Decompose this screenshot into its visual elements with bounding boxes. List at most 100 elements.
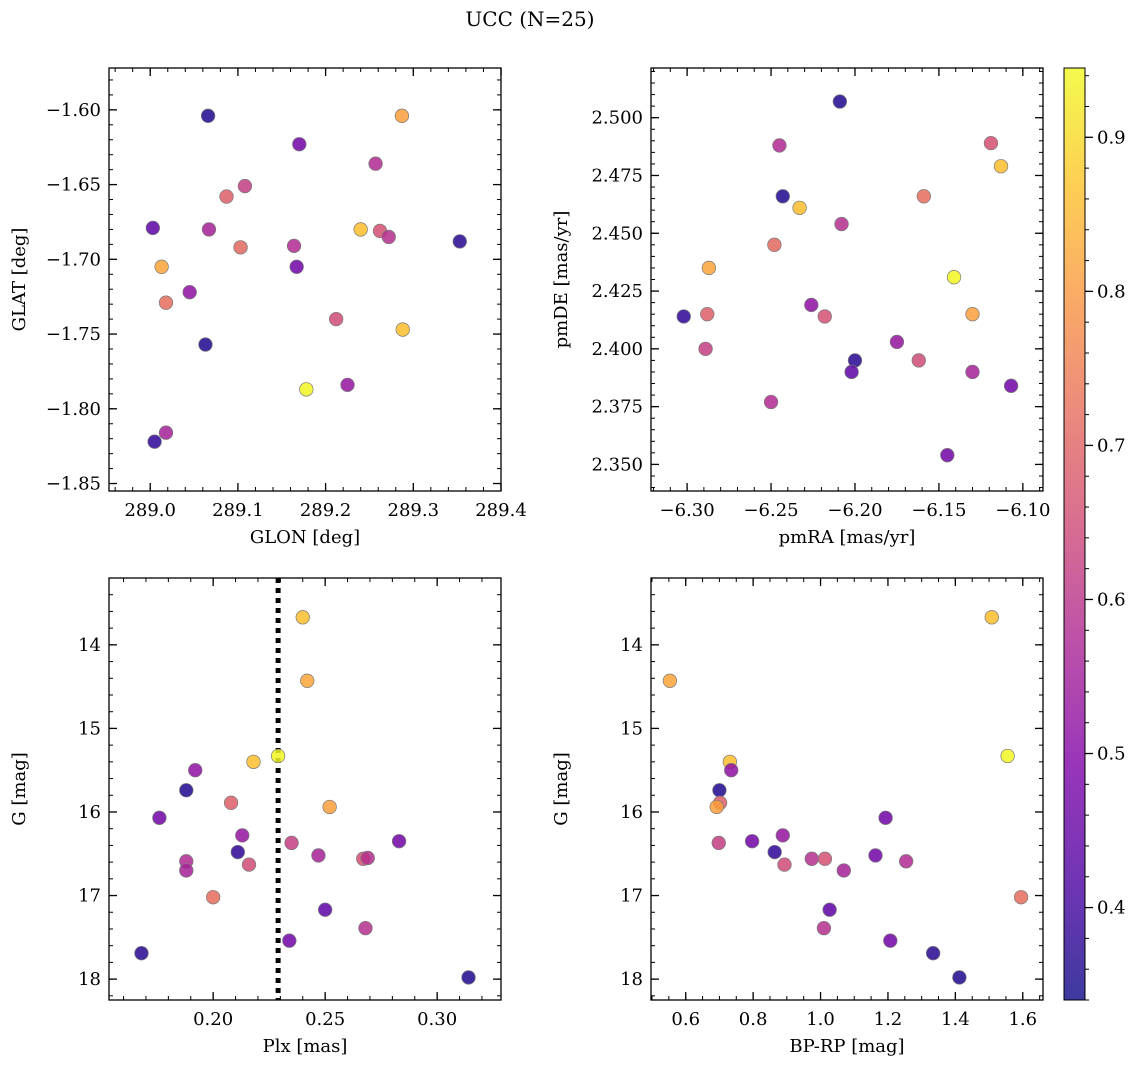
data-point — [775, 828, 790, 843]
data-point — [817, 851, 833, 866]
data-point — [182, 285, 197, 300]
data-point — [461, 970, 476, 985]
figure-title: UCC (N=25) — [465, 7, 594, 31]
y-axis-label: GLAT [deg] — [9, 228, 30, 332]
y-tick-label: 14 — [78, 635, 101, 656]
data-point — [777, 857, 792, 872]
colorbar-tick-label: 0.5 — [1097, 744, 1126, 765]
data-point — [878, 810, 893, 825]
data-point — [152, 810, 167, 825]
data-point — [223, 795, 239, 810]
data-point — [711, 835, 726, 851]
colorbar-tick-label: 0.8 — [1097, 281, 1126, 302]
x-tick-label: −6.30 — [660, 500, 715, 521]
data-point — [158, 425, 174, 440]
data-point — [358, 920, 373, 936]
data-point — [289, 259, 304, 274]
data-point — [698, 341, 713, 356]
y-tick-label: 18 — [78, 969, 101, 990]
data-point — [883, 933, 898, 948]
y-tick-label: 2.350 — [591, 454, 643, 475]
y-tick-label: 2.475 — [591, 165, 643, 186]
panel-pmra-pmde: −6.30 −6.25 −6.20 −6.15 −6.10 2.350 2.375 2.400… — [551, 67, 1050, 548]
data-point — [286, 238, 302, 254]
y-axis-label: pmDE [mas/yr] — [551, 211, 572, 349]
data-point — [817, 309, 832, 324]
scatter-points — [662, 610, 1029, 985]
x-tick-label: 1.4 — [941, 1009, 970, 1030]
data-point — [965, 307, 980, 322]
data-point — [230, 844, 245, 860]
data-point — [816, 920, 832, 936]
x-tick-label: 289.0 — [124, 500, 176, 521]
data-point — [709, 799, 724, 815]
axes-frame — [650, 577, 1044, 1001]
axis-ticks — [109, 68, 502, 491]
panel-plx-g: 0.20 0.25 0.30 14 15 16 17 18 Plx [mas] G [mag] — [9, 577, 502, 1057]
y-tick-label: 16 — [78, 802, 101, 823]
data-point — [868, 848, 883, 863]
x-axis-label: Plx [mas] — [263, 1036, 348, 1057]
y-tick-label: −1.70 — [46, 249, 101, 270]
colorbar: 0.4 0.5 0.6 0.7 0.8 0.9 — [1063, 67, 1126, 1001]
data-point — [134, 946, 149, 961]
data-point — [300, 673, 315, 688]
x-axis-label: BP-RP [mag] — [789, 1036, 904, 1057]
x-tick-label: −6.25 — [743, 500, 798, 521]
x-tick-label: 1.2 — [874, 1009, 903, 1030]
data-point — [712, 783, 727, 798]
data-point — [724, 763, 739, 778]
x-tick-label: 289.2 — [300, 500, 352, 521]
x-tick-label: 1.0 — [806, 1009, 835, 1030]
x-axis-label: GLON [deg] — [250, 527, 360, 548]
data-point — [804, 297, 819, 313]
scatter-points — [676, 94, 1019, 463]
y-tick-label: 14 — [620, 635, 643, 656]
data-point — [328, 311, 344, 327]
data-point — [322, 799, 337, 815]
data-point — [368, 156, 383, 171]
data-point — [179, 863, 194, 878]
colorbar-tick-label: 0.7 — [1097, 435, 1126, 456]
data-point — [206, 890, 221, 905]
data-point — [295, 610, 310, 625]
colorbar-ticks: 0.4 0.5 0.6 0.7 0.8 0.9 — [1085, 75, 1126, 1001]
data-point — [284, 835, 299, 851]
data-point — [1003, 378, 1019, 393]
data-point — [158, 295, 174, 310]
panel-glon-glat: 289.0 289.1 289.2 289.3 289.4 −1.60 −1.65 −1.70… — [9, 67, 527, 548]
y-tick-label: 17 — [620, 886, 643, 907]
axes-frame — [650, 67, 1044, 492]
x-axis-label: pmRA [mas/yr] — [779, 527, 916, 548]
data-point — [701, 260, 717, 276]
data-point — [984, 610, 999, 625]
data-point — [844, 364, 859, 380]
y-tick-label: 2.375 — [591, 397, 643, 418]
scatter-points — [134, 610, 476, 985]
data-point — [381, 229, 396, 245]
data-point — [662, 673, 678, 688]
data-point — [792, 200, 807, 215]
y-tick-label: 16 — [620, 802, 643, 823]
data-point — [767, 844, 782, 860]
y-tick-label: −1.85 — [46, 474, 101, 495]
data-point — [836, 863, 851, 878]
data-point — [154, 259, 169, 274]
data-point — [394, 108, 410, 123]
x-tick-label: −6.10 — [995, 500, 1050, 521]
data-point — [983, 135, 999, 151]
data-point — [889, 334, 905, 350]
axes-frame — [108, 577, 502, 1001]
data-point — [292, 137, 307, 152]
y-tick-label: −1.80 — [46, 399, 101, 420]
data-point — [200, 108, 216, 123]
x-tick-label: −6.15 — [911, 500, 966, 521]
data-point — [179, 783, 194, 798]
x-tick-label: 289.1 — [212, 500, 264, 521]
data-point — [246, 754, 261, 769]
axis-ticks — [651, 577, 1043, 1000]
data-point — [237, 178, 253, 194]
data-point — [353, 222, 368, 237]
data-point — [147, 434, 162, 449]
